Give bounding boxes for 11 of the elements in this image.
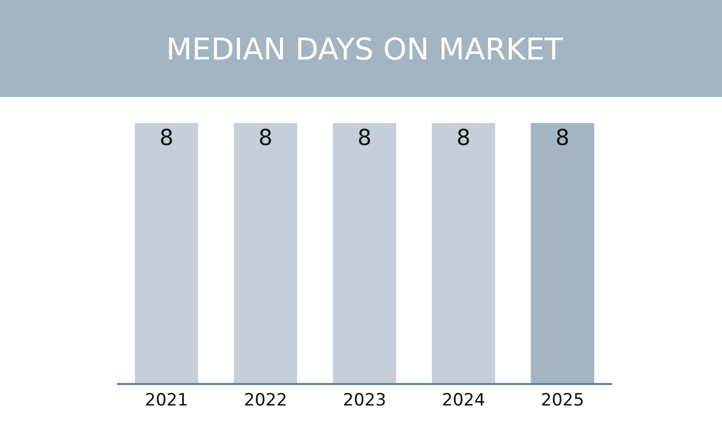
chart-title: MEDIAN DAYS ON MARKET (166, 32, 564, 68)
data-label: 8 (258, 126, 272, 151)
x-tick-label: 2023 (342, 390, 386, 410)
x-tick-label: 2025 (540, 390, 584, 410)
x-tick-label: 2021 (144, 390, 188, 410)
data-label: 8 (456, 126, 470, 151)
data-label: 8 (556, 126, 570, 151)
x-tick-label: 2022 (244, 390, 288, 410)
data-label: 8 (358, 126, 372, 151)
x-tick-label: 2024 (442, 390, 486, 410)
data-label: 8 (160, 126, 174, 151)
